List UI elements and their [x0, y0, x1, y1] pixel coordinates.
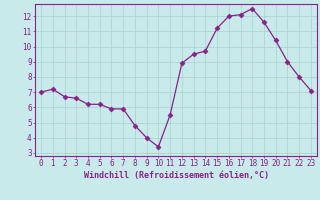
X-axis label: Windchill (Refroidissement éolien,°C): Windchill (Refroidissement éolien,°C)	[84, 171, 268, 180]
